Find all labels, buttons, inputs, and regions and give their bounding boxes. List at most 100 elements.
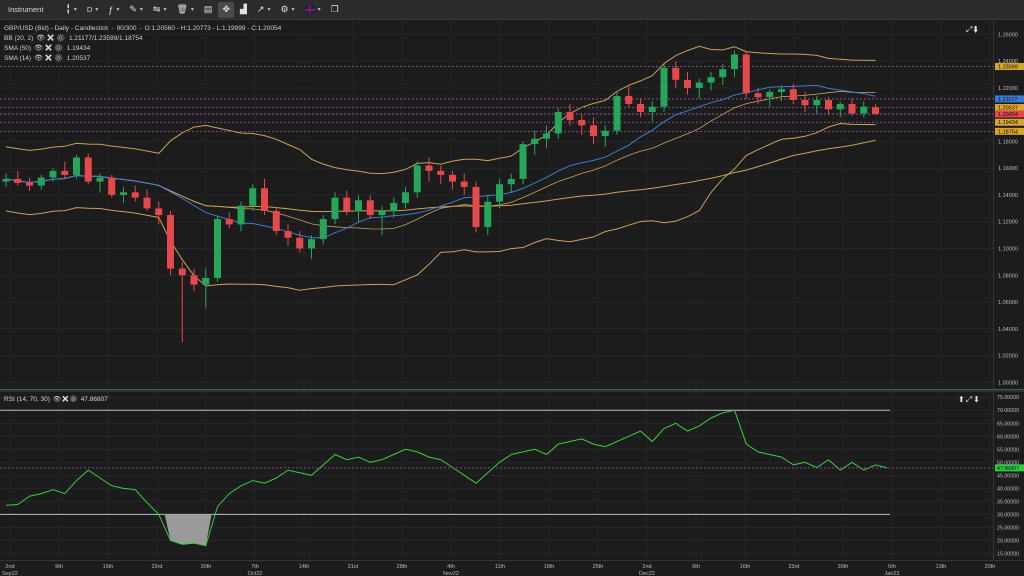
time-tick-label: 9th — [692, 564, 700, 570]
eye-icon: 👁 — [34, 55, 44, 62]
rsi-pane[interactable] — [0, 392, 993, 560]
rsi-tick-label: 25.00000 — [997, 525, 1019, 531]
candle-body — [484, 201, 492, 228]
candle-body — [601, 130, 609, 137]
maximize-icon[interactable]: ⤢ — [965, 395, 974, 404]
arrow-down-icon[interactable]: ⬇ — [973, 25, 980, 34]
candle-body — [554, 111, 562, 134]
gear-icon: ⚙ — [53, 55, 64, 62]
candle-body — [167, 215, 174, 269]
close-icon: ✖ — [61, 396, 70, 403]
time-tick-label: 4th — [447, 564, 455, 570]
candle-body — [343, 197, 351, 212]
price-chart[interactable] — [0, 21, 993, 389]
candle-body — [684, 79, 691, 88]
candle-body — [366, 200, 374, 216]
trade-button[interactable]: ↗ ▾ — [253, 2, 275, 18]
price-badge — [995, 110, 1024, 118]
sma14-name: SMA (14) — [4, 55, 32, 62]
candle-body — [402, 192, 409, 203]
instrument-label: Instrument — [8, 5, 44, 14]
legend-sma14-row: SMA (14) 👁✖⚙ 1.20537 — [4, 54, 281, 64]
candle-body — [249, 188, 257, 206]
fullscreen-button[interactable]: ✥ — [218, 1, 234, 18]
arrow-up-icon[interactable]: ⬆ — [958, 395, 966, 404]
candle-body — [319, 219, 327, 240]
layout-button[interactable]: ▤ — [200, 2, 217, 18]
price-badge-label: 1.21177 — [998, 97, 1017, 103]
candle-body — [378, 211, 386, 216]
gear-icon: ⚙ — [280, 4, 289, 14]
candle-type-button[interactable]: ╏ ▾ — [61, 2, 80, 18]
maximize-icon[interactable]: ⤢ — [966, 25, 974, 34]
chevron-down-icon: ▾ — [73, 7, 77, 13]
price-pane[interactable] — [0, 21, 993, 389]
sma50-value: 1.19434 — [66, 45, 91, 52]
candle-body — [625, 95, 633, 104]
rsi-axis-labels: 75.00000 70.00000 65.00000 60.00000 55.00000… — [995, 395, 1024, 557]
candle-body — [14, 178, 22, 183]
chevron-down-icon: ▾ — [267, 7, 271, 13]
trash-icon: 🗑 — [176, 4, 188, 14]
candle-body — [61, 170, 69, 175]
time-tick-label: 18th — [544, 564, 555, 570]
settings-button[interactable]: ⚙ ▾ — [276, 2, 298, 18]
language-button[interactable]: ▾ — [301, 2, 325, 18]
draw-tools-button[interactable]: ✎ ▾ — [125, 2, 147, 18]
price-tick-label: 1.22000 — [998, 86, 1018, 92]
chevron-down-icon: ▾ — [291, 7, 295, 13]
arrow-down-icon[interactable]: ⬇ — [973, 395, 981, 404]
chart-type-button[interactable]: ▟ — [236, 2, 251, 18]
candle-body — [390, 202, 398, 212]
price-badge — [995, 118, 1024, 126]
sma14-value: 1.20537 — [66, 55, 91, 62]
time-tick-label: 14th — [299, 564, 310, 570]
candle-body — [660, 67, 668, 107]
candle-body — [413, 165, 421, 193]
price-tick-label: 1.14000 — [998, 193, 1018, 199]
candle-body — [272, 211, 280, 232]
candle-body — [648, 106, 656, 112]
price-tick-label: 1.02000 — [998, 354, 1018, 360]
time-tick-label: 6th — [888, 564, 896, 570]
instrument-selector[interactable]: Instrument — [4, 2, 59, 18]
compare-icon: ⇋ — [152, 4, 161, 14]
time-tick-label: 2nd — [5, 564, 14, 570]
rsi-chart[interactable] — [0, 392, 993, 560]
bar-count: 90/300 — [116, 25, 137, 32]
price-tick-label: 1.12000 — [998, 220, 1018, 226]
candle-body — [225, 219, 233, 225]
rsi-value: 47.86807 — [80, 395, 108, 403]
time-axis[interactable]: 2nd Sep22 9th 16th 23rd 30th 7th Oct22 14th 21st 2… — [0, 560, 1024, 576]
candle-body — [131, 192, 139, 198]
layout-icon: ▤ — [203, 4, 213, 14]
pane-divider[interactable] — [0, 389, 1024, 392]
ohlc-readout: O:1.20560 - H:1.20773 - L:1.19999 - C:1.… — [144, 25, 282, 32]
candle-body — [672, 67, 680, 80]
popout-button[interactable]: ❐ — [327, 2, 343, 18]
rsi-pane-controls: ⬆⤢⬇ — [958, 395, 981, 405]
rsi-tick-label: 65.00000 — [997, 421, 1019, 427]
candle-body — [719, 69, 727, 78]
time-month-label: Oct22 — [248, 571, 263, 576]
compare-button[interactable]: ⇋ ▾ — [149, 2, 171, 18]
time-tick-label: 30th — [838, 564, 849, 570]
candle-body — [731, 54, 738, 70]
bb-upper-line — [5, 45, 876, 175]
candle-body — [73, 157, 80, 175]
candle-body — [578, 120, 586, 126]
delete-drawings-button[interactable]: 🗑 ▾ — [172, 2, 197, 18]
candle-body — [813, 99, 821, 106]
indicators-button[interactable]: ƒ ▾ — [104, 2, 123, 18]
candle-body — [37, 177, 45, 186]
rsi-tick-label: 60.00000 — [997, 434, 1019, 440]
rsi-axis[interactable]: 75.00000 70.00000 65.00000 60.00000 55.00000… — [993, 392, 1024, 560]
chart-title: GBP/USD (Bid) - Daily - Candlestick — [4, 25, 109, 32]
candle-body — [519, 144, 527, 179]
time-tick-label: 9th — [55, 564, 63, 570]
price-axis[interactable]: 1.260001.240001.220001.200001.180001.160… — [993, 21, 1024, 389]
timeframe-selector[interactable]: D ▾ — [83, 2, 102, 18]
price-tick-label: 1.18000 — [998, 139, 1018, 145]
candle-body — [108, 177, 116, 195]
